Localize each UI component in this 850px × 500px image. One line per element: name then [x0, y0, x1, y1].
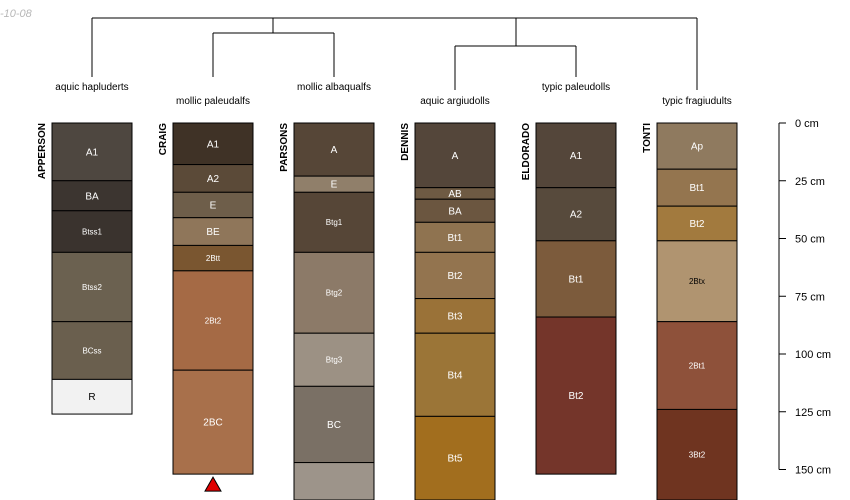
horizon-btg3	[293, 332, 375, 387]
horizon-label: Btg2	[326, 289, 343, 298]
horizon-label: 2Btx	[689, 277, 705, 286]
date-label: -10-08	[0, 8, 32, 20]
taxonomy-label: typic paleudolls	[542, 82, 610, 93]
horizon-bt1	[414, 221, 496, 253]
depth-tick-label: 75 cm	[795, 291, 825, 303]
taxonomy-label: mollic albaqualfs	[297, 82, 371, 93]
horizon-label: Bt1	[689, 183, 704, 194]
taxonomy-label: typic fragiudults	[662, 96, 731, 107]
horizon-bt3	[414, 298, 496, 334]
horizon-label: A	[331, 145, 338, 156]
profile-name: DENNIS	[400, 123, 411, 161]
horizon-label: Btg3	[326, 356, 343, 365]
horizon-label: Bt3	[447, 311, 462, 322]
horizon-label: A1	[86, 147, 99, 158]
horizon-a1	[51, 122, 133, 182]
horizon-bc	[293, 385, 375, 464]
horizon-label: Bt1	[447, 233, 462, 244]
horizon-label: A1	[570, 151, 583, 162]
horizon-2btx	[656, 240, 738, 323]
profile-name: ELDORADO	[521, 123, 532, 180]
horizon-label: BA	[85, 191, 99, 202]
horizon-label: BC	[327, 420, 341, 431]
profile-craig: mollic paleudalfs CRAIG A1 A2 E BE 2Btt 2Bt2 2BC	[158, 96, 254, 492]
horizon-btg2	[293, 251, 375, 334]
depth-axis: 0 cm 25 cm 50 cm 75 cm 100 cm 125 cm 150 cm	[778, 118, 831, 477]
horizon-label: Bt4	[447, 370, 462, 381]
horizon-label: 2Btt	[206, 254, 221, 263]
profile-name: APPERSON	[37, 123, 48, 179]
horizon-a2	[535, 187, 617, 242]
profile-name: CRAIG	[158, 123, 169, 155]
horizon-label: Bt2	[568, 391, 583, 402]
horizon-label: 3Bt2	[689, 451, 706, 460]
horizon-label: Btss2	[82, 283, 103, 292]
horizon-bt2	[414, 251, 496, 300]
taxonomy-label: aquic argiudolls	[420, 96, 490, 107]
horizon-label: A	[452, 151, 459, 162]
taxonomy-label: aquic hapluderts	[55, 82, 128, 93]
horizon-3bt2	[656, 408, 738, 500]
horizon-bt1	[535, 240, 617, 318]
missing-data-marker	[204, 476, 222, 492]
taxonomy-label: mollic paleudalfs	[176, 96, 250, 107]
horizon-label: BA	[448, 206, 462, 217]
horizon-ba	[51, 180, 133, 212]
horizon-label: Bt2	[447, 271, 462, 282]
horizon-bt4	[414, 332, 496, 417]
depth-tick-label: 125 cm	[795, 407, 831, 419]
horizon-label: BE	[206, 227, 220, 238]
horizon-label: Bt2	[689, 219, 704, 230]
profile-name: TONTI	[642, 123, 653, 153]
horizon-label: Bt1	[568, 274, 583, 285]
horizon-label: E	[210, 201, 217, 212]
horizon-btg1	[293, 191, 375, 253]
profile-name: PARSONS	[279, 123, 290, 172]
profile-apperson: aquic hapluderts APPERSON A1 BA Btss1 Btss2 BC…	[37, 82, 133, 415]
depth-tick-label: 100 cm	[795, 349, 831, 361]
depth-tick-label: 25 cm	[795, 176, 825, 188]
horizon-2bt2	[172, 270, 254, 371]
horizon-e	[172, 191, 254, 219]
profile-eldorado: typic paleudolls ELDORADO A1 A2 Bt1 Bt2	[521, 82, 617, 475]
horizon-be	[172, 217, 254, 246]
horizon-label: 2Bt1	[689, 361, 706, 370]
horizon-btss2	[51, 251, 133, 323]
horizon-bt2	[535, 316, 617, 475]
horizon-a	[414, 122, 496, 189]
depth-tick-label: 0 cm	[795, 118, 819, 130]
horizon-unnamed	[293, 462, 375, 500]
horizon-label: 2BC	[203, 418, 222, 429]
horizon-btss1	[51, 210, 133, 253]
horizon-a2	[172, 164, 254, 193]
horizon-label: Ap	[691, 142, 704, 153]
depth-tick-label: 50 cm	[795, 234, 825, 246]
horizon-label: Btg1	[326, 218, 343, 227]
horizon-label: AB	[448, 189, 462, 200]
horizon-a1	[535, 122, 617, 189]
horizon-label: Btss1	[82, 227, 103, 236]
horizon-bt1	[656, 168, 738, 207]
horizon-label: A2	[207, 174, 220, 185]
horizon-a1	[172, 122, 254, 166]
horizon-label: R	[88, 392, 95, 403]
dendrogram	[91, 17, 698, 90]
horizon-2bc	[172, 369, 254, 475]
profile-tonti: typic fragiudults TONTI Ap Bt1 Bt2 2Btx 2Bt1 3B…	[642, 96, 738, 500]
horizon-label: A2	[570, 210, 583, 221]
profile-parsons: mollic albaqualfs PARSONS A E Btg1 Btg2 Btg3 BC	[279, 82, 375, 500]
horizon-label: BCss	[82, 346, 101, 355]
horizon-a	[293, 122, 375, 177]
horizon-bt5	[414, 415, 496, 500]
horizon-label: Bt5	[447, 454, 462, 465]
horizon-r	[51, 378, 133, 415]
horizon-label: A1	[207, 139, 220, 150]
depth-tick-label: 150 cm	[795, 465, 831, 477]
horizon-label: 2Bt2	[205, 316, 222, 325]
horizon-label: E	[331, 180, 338, 191]
horizon-bcss	[51, 321, 133, 380]
profile-dennis: aquic argiudolls DENNIS A AB BA Bt1 Bt2 Bt3 Bt4 B…	[400, 96, 496, 500]
